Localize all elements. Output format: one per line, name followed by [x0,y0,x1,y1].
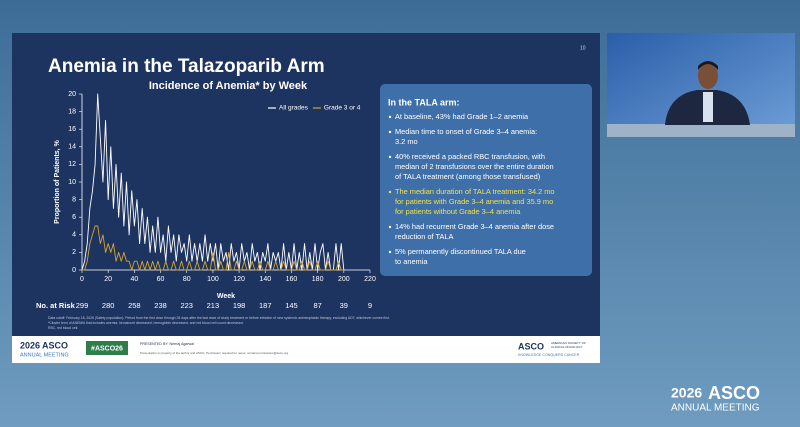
footer-logo-sub: ANNUAL MEETING [20,352,69,358]
org-tag: KNOWLEDGE CONQUERS CANCER [518,353,580,357]
org-logo: ASCO [518,341,544,351]
y-tick-label: 10 [68,179,76,186]
bullet-text: The median duration of TALA treatment: 3… [395,187,555,196]
x-tick-label: 20 [104,276,112,283]
x-tick-label: 140 [259,276,271,283]
x-tick-label: 100 [207,276,219,283]
speaker-hair [698,61,718,70]
bullet-text: for patients with Grade 3–4 anemia and 3… [395,197,553,206]
x-tick-label: 120 [233,276,245,283]
y-tick-label: 16 [68,126,76,133]
x-tick-label: 60 [157,276,165,283]
bullet-dot [388,190,392,194]
slide-title: Anemia in the Talazoparib Arm [48,56,325,77]
legend-label: Grade 3 or 4 [324,105,361,112]
bullet-dot [388,250,392,254]
x-axis-label: Week [217,293,235,300]
x-tick-label: 180 [312,276,324,283]
page-number: 10 [580,45,586,51]
org-sub1: AMERICAN SOCIETY OF [551,341,586,345]
x-tick-label: 200 [338,276,350,283]
bullet-text: 5% permanently discontinued TALA due [395,247,526,256]
bullet-dot [388,155,392,159]
footer-logo-year: 2026 [20,340,40,350]
box-heading: In the TALA arm: [388,97,460,107]
y-tick-label: 2 [72,249,76,256]
bullet-text: Median time to onset of Grade 3–4 anemia… [395,127,537,136]
overlay-sub: ANNUAL MEETING [671,403,760,414]
footnote: Data cutoff: February 18, 2026 (Safety p… [48,316,390,320]
footnote: *Cluster term of ANEMIA that includes an… [48,321,244,325]
at-risk-value: 9 [368,301,372,310]
series-line [81,93,345,271]
at-risk-value: 258 [128,301,141,310]
legend-label: All grades [279,105,309,112]
x-tick-label: 220 [364,276,376,283]
podium [607,124,795,137]
chart-title: Incidence of Anemia* by Week [149,80,308,92]
bullet-dot [388,115,392,119]
bullet-text: 40% received a packed RBC transfusion, w… [395,152,545,161]
bullet-text: for patients without Grade 3–4 anemia [395,207,521,216]
at-risk-value: 187 [259,301,272,310]
y-tick-label: 14 [68,144,76,151]
at-risk-value: 39 [340,301,348,310]
bullet-text: 14% had recurrent Grade 3–4 anemia after… [395,222,554,231]
y-tick-label: 12 [68,161,76,168]
y-tick-label: 20 [68,91,76,98]
bullet-text: median of 2 transfusions over the entire… [395,162,554,171]
footer-logo-name: ASCO [42,340,68,350]
x-tick-label: 80 [183,276,191,283]
at-risk-value: 223 [180,301,193,310]
bullet-text: 3.2 mo [395,137,418,146]
overlay-year: 2026 [671,385,702,401]
at-risk-value: 87 [313,301,321,310]
series-line [82,225,344,271]
info-box [380,84,592,276]
y-tick-label: 4 [72,232,76,239]
y-tick-label: 0 [72,267,76,274]
at-risk-value: 145 [285,301,298,310]
overlay-name: ASCO [708,383,760,403]
y-axis-label: Proportion of Patients, % [54,139,61,223]
speaker-head [698,63,718,89]
y-tick-label: 18 [68,108,76,115]
at-risk-value: 238 [154,301,167,310]
at-risk-value: 280 [102,301,115,310]
hashtag-badge [86,341,128,355]
footnote: RBC, red blood cell. [48,326,78,330]
presenter: PRESENTED BY: Neeraj Agarwal [140,342,194,346]
speaker-shirt [703,92,713,122]
x-tick-label: 160 [286,276,298,283]
bullet-dot [388,130,392,134]
hashtag: #ASCO26 [91,345,123,352]
notice: Presentation is property of the author a… [140,351,289,355]
bullet-text: of TALA treatment (among those transfuse… [395,172,540,181]
y-tick-label: 6 [72,214,76,221]
at-risk-value: 198 [233,301,246,310]
bullet-text: to anemia [395,257,428,266]
at-risk-label: No. at Risk [36,301,76,310]
bullet-dot [388,225,392,229]
x-tick-label: 0 [80,276,84,283]
org-sub2: CLINICAL ONCOLOGY [551,345,583,349]
bullet-text: At baseline, 43% had Grade 1–2 anemia [395,112,529,121]
bullet-text: reduction of TALA [395,232,454,241]
at-risk-value: 213 [207,301,220,310]
y-tick-label: 8 [72,196,76,203]
x-tick-label: 40 [130,276,138,283]
at-risk-value: 299 [76,301,89,310]
